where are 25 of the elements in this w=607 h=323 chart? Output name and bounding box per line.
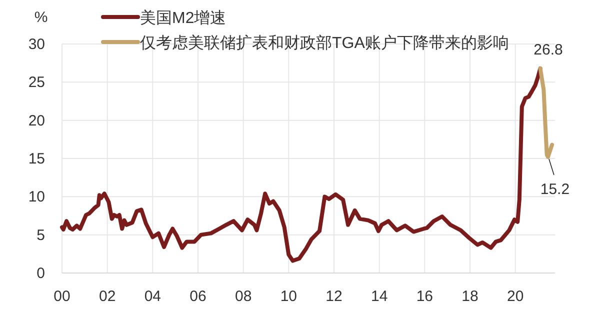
legend-label: 美国M2增速: [140, 9, 226, 27]
x-tick-label: 10: [280, 288, 298, 305]
x-tick-label: 02: [98, 288, 116, 305]
y-tick-label: 20: [28, 112, 45, 130]
x-tick-label: 00: [54, 288, 70, 305]
line-series: [538, 66, 554, 159]
y-tick-label: 30: [28, 36, 45, 53]
y-tick-label: 10: [28, 188, 45, 206]
y-tick-label: 25: [28, 74, 45, 92]
line-series: [60, 66, 542, 263]
x-tick-label: 14: [370, 288, 388, 305]
x-tick-label: 16: [416, 288, 434, 305]
legend-label: 仅考虑美联储扩表和财政部TGA账户下降带来的影响: [140, 34, 509, 52]
y-tick-label: 5: [36, 226, 45, 244]
annotation: 26.8: [534, 41, 563, 58]
x-tick-label: 08: [234, 288, 252, 305]
x-tick-label: 04: [144, 288, 162, 305]
y-axis-title: %: [34, 9, 48, 26]
x-tick-label: 20: [506, 288, 524, 305]
x-tick-label: 12: [326, 288, 342, 305]
x-tick-label: 18: [462, 288, 478, 305]
x-tick-label: 06: [190, 288, 206, 305]
y-tick-label: 0: [36, 265, 45, 282]
y-tick-label: 15: [28, 150, 45, 168]
annotation: 15.2: [540, 180, 570, 198]
